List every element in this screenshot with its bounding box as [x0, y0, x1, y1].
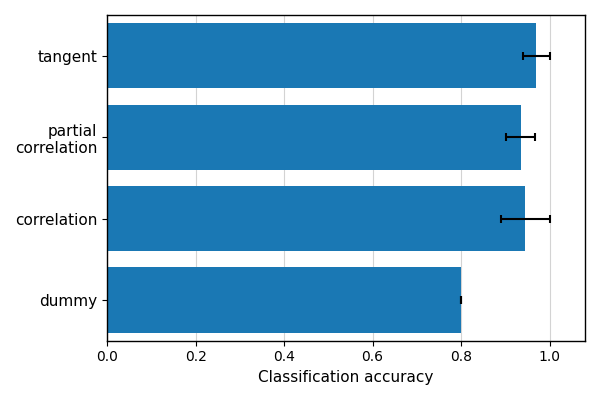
Bar [107, 186, 525, 251]
Bar [107, 104, 521, 170]
Bar [107, 268, 461, 332]
Bar [107, 23, 536, 88]
X-axis label: Classification accuracy: Classification accuracy [259, 370, 434, 385]
